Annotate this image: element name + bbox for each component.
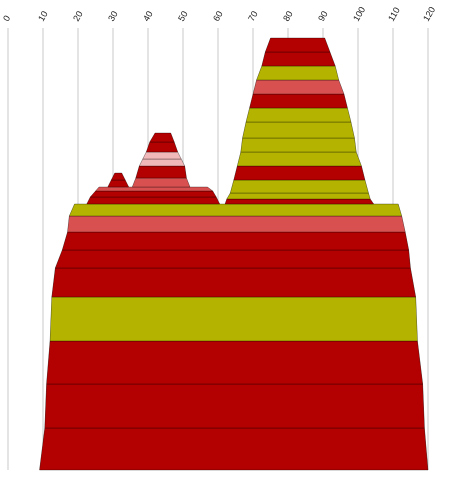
band [233, 165, 366, 181]
band [61, 231, 410, 251]
band [39, 427, 429, 471]
x-tick-label: 60 [211, 9, 225, 23]
band [94, 186, 214, 192]
x-tick-label: 40 [141, 9, 155, 23]
x-tick-label: 30 [106, 9, 120, 23]
x-tick-label: 50 [176, 9, 190, 23]
band [261, 51, 336, 67]
band [242, 121, 355, 139]
band [142, 151, 182, 160]
band [89, 190, 217, 198]
band [51, 267, 417, 298]
band [46, 340, 424, 385]
band [229, 179, 369, 194]
band [226, 192, 371, 200]
band [236, 151, 362, 167]
band [240, 137, 357, 153]
band [224, 198, 375, 205]
x-tick-label: 120 [421, 5, 437, 23]
band [135, 165, 187, 179]
x-tick-label: 100 [351, 5, 367, 23]
band [249, 93, 348, 109]
band [67, 215, 406, 233]
band [245, 107, 352, 123]
x-tick-label: 90 [316, 9, 330, 23]
band [107, 179, 130, 188]
band [54, 249, 411, 269]
x-tick-label: 10 [36, 9, 50, 23]
band [68, 203, 403, 217]
x-tick-label: 70 [246, 9, 260, 23]
band [149, 132, 175, 143]
band [138, 158, 186, 167]
band [44, 383, 425, 429]
band [264, 37, 331, 53]
x-tick-label: 20 [71, 9, 85, 23]
band [49, 296, 418, 342]
band [131, 177, 191, 188]
band [86, 196, 221, 205]
band [145, 141, 179, 153]
band [256, 65, 340, 81]
x-tick-label: 80 [281, 9, 295, 23]
band [252, 79, 345, 95]
band [110, 172, 126, 181]
x-tick-label: 110 [386, 6, 402, 23]
x-tick-label: 0 [1, 14, 12, 23]
